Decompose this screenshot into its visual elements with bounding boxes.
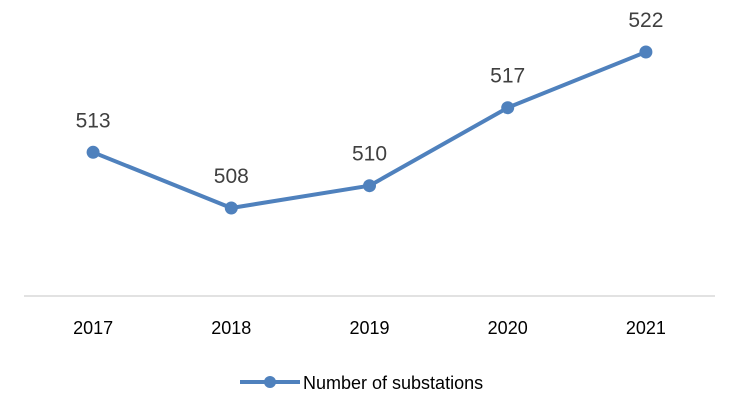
data-label-2017: 513 [76, 109, 111, 132]
legend-marker-swatch [264, 376, 276, 388]
legend-label: Number of substations [303, 373, 483, 393]
x-tick-label-2017: 2017 [73, 318, 113, 338]
data-labels-group: 513 508 510 517 522 [76, 9, 664, 188]
data-label-2021: 522 [628, 9, 663, 32]
x-tick-label-2021: 2021 [626, 318, 666, 338]
data-label-2019: 510 [352, 143, 387, 166]
data-point-2017 [86, 145, 100, 159]
data-label-2020: 517 [490, 65, 525, 88]
data-point-2018 [224, 201, 238, 215]
data-point-2019 [363, 179, 376, 193]
series-group [86, 45, 653, 215]
data-point-2020 [501, 101, 515, 115]
x-tick-labels-group: 2017 2018 2019 2020 2021 [73, 318, 666, 338]
x-tick-label-2018: 2018 [211, 318, 251, 338]
x-tick-label-2020: 2020 [488, 318, 528, 338]
data-label-2018: 508 [214, 165, 249, 188]
data-point-2021 [639, 45, 653, 59]
x-tick-label-2019: 2019 [349, 318, 389, 338]
legend: Number of substations [240, 373, 483, 393]
